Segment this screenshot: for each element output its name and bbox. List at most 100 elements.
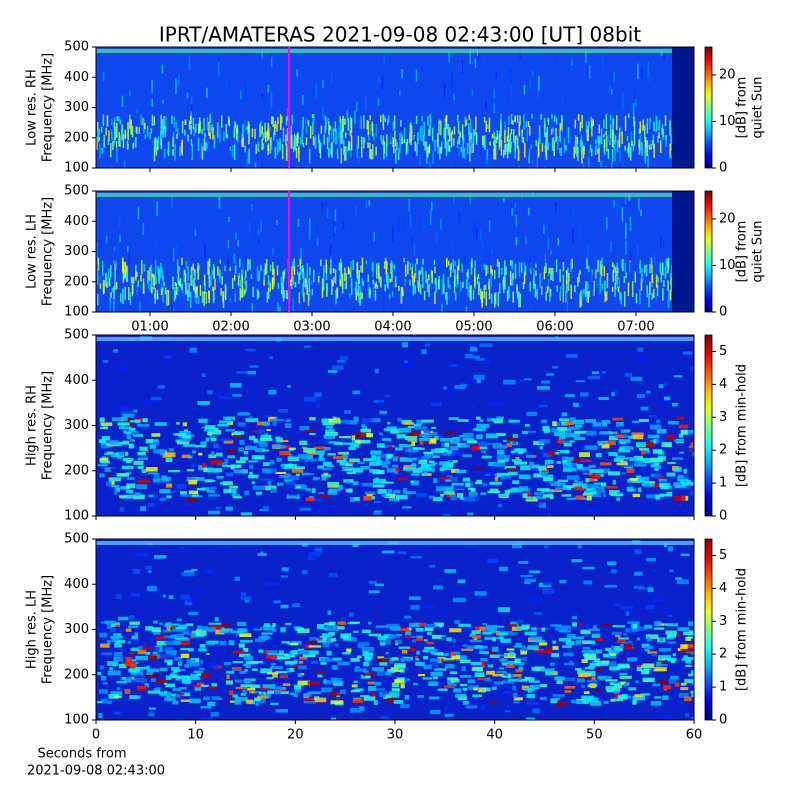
- spectrogram-texture: [368, 590, 380, 594]
- spectrogram-texture: [677, 647, 683, 652]
- spectrogram-texture: [389, 497, 400, 502]
- spectrogram-texture: [518, 561, 529, 564]
- spectrogram-texture: [485, 472, 490, 476]
- spectrogram-texture: [116, 147, 118, 163]
- spectrogram-texture: [577, 276, 579, 287]
- spectrogram-texture: [631, 126, 634, 132]
- spectrogram-texture: [555, 481, 560, 484]
- spectrogram-texture: [443, 491, 455, 495]
- spectrogram-texture: [444, 442, 450, 448]
- spectrogram-texture: [316, 508, 326, 513]
- spectrogram-texture: [553, 115, 556, 122]
- spectrogram-texture: [512, 440, 517, 445]
- spectrogram-texture: [204, 479, 216, 482]
- spectrogram-texture: [100, 643, 110, 648]
- spectrogram-texture: [267, 84, 270, 93]
- spectrogram-texture: [200, 142, 203, 159]
- spectrogram-texture: [410, 473, 421, 476]
- spectrogram-texture: [148, 655, 156, 659]
- spectrogram-texture: [179, 431, 191, 436]
- spectrogram-texture: [259, 123, 261, 138]
- spectrogram-texture: [371, 692, 376, 697]
- spectrogram-texture: [361, 646, 375, 652]
- spectrogram-texture: [107, 281, 109, 287]
- spectrogram-texture: [352, 390, 361, 395]
- spectrogram-texture: [639, 121, 642, 134]
- spectrogram-texture: [529, 685, 540, 690]
- spectrogram-texture: [268, 280, 271, 288]
- spectrogram-texture: [152, 627, 161, 633]
- spectrogram-texture: [184, 272, 187, 285]
- spectrogram-texture: [565, 457, 574, 462]
- spectrogram-texture: [587, 282, 589, 290]
- spectrogram-texture: [485, 101, 487, 109]
- spectrogram-texture: [375, 625, 389, 628]
- spectrogram-texture: [405, 634, 415, 639]
- spectrogram-texture: [300, 248, 302, 264]
- spectrogram-texture: [445, 663, 455, 669]
- spectrogram-texture: [534, 491, 545, 496]
- spectrogram-texture: [653, 253, 656, 264]
- spectrogram-texture: [671, 265, 673, 274]
- spectrogram-texture: [493, 421, 503, 424]
- spectrogram-texture: [662, 240, 665, 250]
- spectrogram-texture: [208, 454, 217, 459]
- spectrogram-texture: [663, 657, 671, 661]
- spectrogram-texture: [273, 268, 275, 284]
- spectrogram-texture: [650, 701, 661, 706]
- spectrogram-texture: [515, 669, 523, 673]
- spectrogram-texture: [388, 294, 391, 300]
- spectrogram-texture: [350, 278, 353, 295]
- spectrogram-texture: [151, 98, 153, 107]
- spectrogram-texture: [652, 483, 660, 488]
- spectrogram-texture: [504, 130, 506, 144]
- spectrogram-texture: [369, 468, 380, 473]
- spectrogram-texture: [174, 291, 177, 300]
- spectrogram-texture: [567, 280, 570, 291]
- spectrogram-texture: [584, 445, 598, 450]
- spectrogram-texture: [561, 288, 563, 303]
- spectrogram-texture: [154, 473, 160, 478]
- spectrogram-texture: [646, 494, 659, 499]
- spectrogram-texture: [366, 120, 368, 130]
- spectrogram-texture: [359, 706, 365, 711]
- spectrogram-texture: [399, 457, 413, 462]
- spectrogram-texture: [206, 87, 208, 99]
- spectrogram-texture: [531, 627, 537, 631]
- spectrogram-texture: [302, 446, 307, 449]
- spectrogram-texture: [574, 486, 587, 491]
- spectrogram-texture: [212, 264, 215, 280]
- spectrogram-texture: [569, 660, 574, 665]
- spectrogram-texture: [589, 144, 592, 153]
- spectrogram-texture: [299, 440, 308, 446]
- spectrogram-texture: [207, 494, 220, 497]
- spectrogram-texture: [340, 633, 352, 637]
- spectrogram-texture: [459, 497, 466, 500]
- spectrogram-texture: [577, 80, 580, 86]
- spectrogram-texture: [333, 276, 335, 283]
- spectrogram-texture: [381, 550, 395, 554]
- spectrogram-texture: [530, 268, 532, 274]
- spectrogram-texture: [581, 147, 583, 164]
- spectrogram-texture: [256, 421, 266, 426]
- spectrogram-texture: [379, 662, 388, 666]
- spectrogram-texture: [153, 449, 165, 454]
- spectrogram-texture: [134, 140, 136, 146]
- spectrogram-texture: [448, 145, 451, 153]
- spectrogram-texture: [279, 674, 288, 678]
- spectrogram-texture: [586, 281, 588, 294]
- spectrogram-texture: [108, 477, 121, 482]
- spectrogram-texture: [339, 435, 351, 439]
- spectrogram-texture: [338, 484, 343, 490]
- spectrogram-texture: [146, 671, 153, 676]
- spectrogram-texture: [651, 140, 654, 145]
- spectrogram-texture: [129, 292, 132, 306]
- spectrogram-texture: [693, 620, 694, 626]
- spectrogram-texture: [585, 418, 597, 423]
- spectrogram-texture: [663, 684, 672, 690]
- spectrogram-texture: [439, 146, 441, 160]
- spectrogram-texture: [244, 664, 252, 669]
- spectrogram-texture: [135, 126, 138, 132]
- spectrogram-texture: [188, 479, 198, 485]
- spectrogram-texture: [172, 149, 174, 156]
